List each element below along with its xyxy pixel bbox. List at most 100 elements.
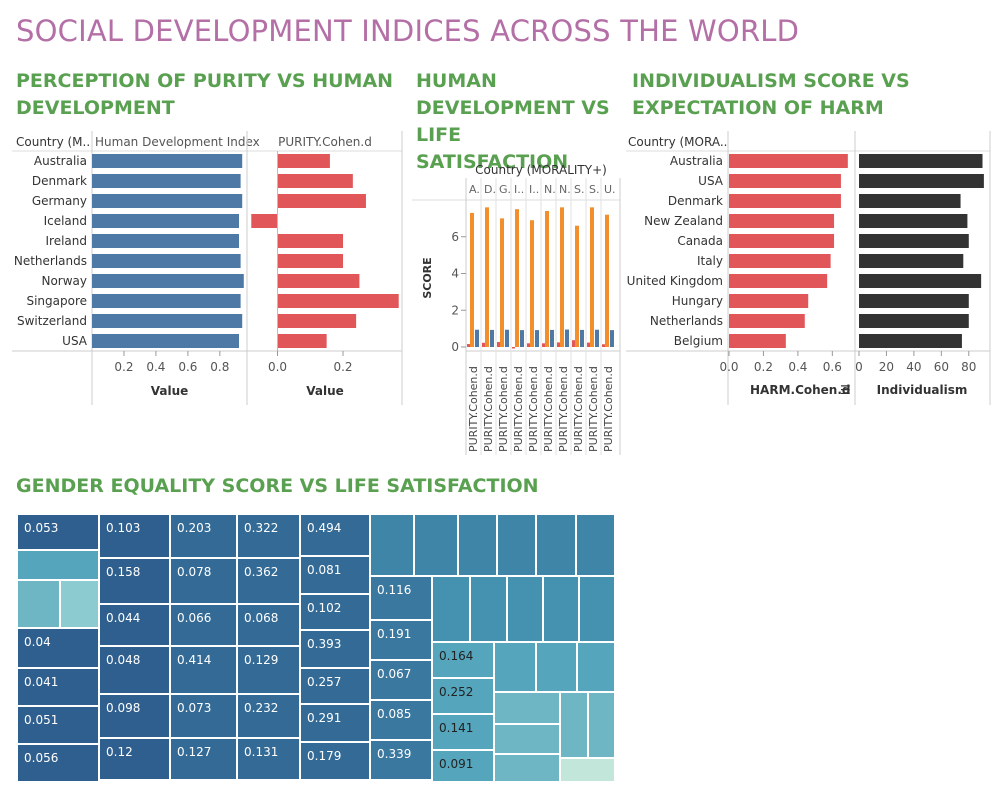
treemap-cell: 0.103 <box>99 514 170 558</box>
hdi-bar <box>92 194 243 208</box>
hd-bottom-label: PURITY.Cohen.d <box>557 366 570 452</box>
life-satisfaction-bar <box>590 207 594 347</box>
indiv-row-label: United Kingdom <box>627 274 723 288</box>
treemap-cell-unlabeled <box>536 642 577 692</box>
purity-row-label: Netherlands <box>14 254 87 268</box>
hd-col-label: N. <box>544 183 556 196</box>
treemap-cell: 0.066 <box>170 604 237 646</box>
treemap-cell: 0.12 <box>99 738 170 780</box>
indiv-row-label: Denmark <box>668 194 723 208</box>
purity-row-label: Norway <box>41 274 87 288</box>
treemap-cell: 0.053 <box>17 514 99 550</box>
life-satisfaction-bar <box>560 207 564 347</box>
hd-col-label: I.. <box>529 183 539 196</box>
treemap-cell: 0.141 <box>432 714 494 750</box>
treemap-cell: 0.164 <box>432 642 494 678</box>
treemap-cell-unlabeled <box>579 576 615 642</box>
treemap-cell-unlabeled <box>507 576 543 642</box>
hdi-bar <box>92 154 243 168</box>
hdi-bar <box>92 254 241 268</box>
indiv-row-label: USA <box>698 174 724 188</box>
harm-tick-label: 0.4 <box>788 360 807 374</box>
purity-bar <box>542 343 545 347</box>
purity-axis2-label: Value <box>306 384 344 398</box>
treemap-cell: 0.098 <box>99 694 170 738</box>
treemap-cell-unlabeled <box>60 580 99 628</box>
harm-bar <box>729 254 831 268</box>
hdi-bar <box>580 329 584 347</box>
sort-icon[interactable]: ☰ <box>840 383 851 397</box>
treemap-cell: 0.056 <box>17 744 99 782</box>
indiv-chart: Australia USA Denmark New Zealand Canada Ital… <box>626 131 991 405</box>
individualism-bar <box>859 314 969 328</box>
treemap-cell: 0.362 <box>237 558 300 604</box>
purity-row-label: USA <box>62 334 88 348</box>
hd-bottom-label: PURITY.Cohen.d <box>467 366 480 452</box>
purity-bar <box>277 154 330 168</box>
purity-bar <box>277 254 344 268</box>
treemap-cell-unlabeled <box>494 692 560 724</box>
life-satisfaction-bar <box>470 212 474 347</box>
purity-row-label: Singapore <box>26 294 87 308</box>
treemap-cell-unlabeled <box>17 550 99 580</box>
purity-row-label: Germany <box>32 194 87 208</box>
hd-bottom-label: PURITY.Cohen.d <box>587 366 600 452</box>
treemap-cell: 0.073 <box>170 694 237 738</box>
hdi-bar <box>505 329 509 347</box>
treemap-cell-unlabeled <box>497 514 536 576</box>
treemap-cell: 0.322 <box>237 514 300 558</box>
life-satisfaction-bar <box>515 209 519 347</box>
treemap-cell: 0.068 <box>237 604 300 646</box>
treemap-cell: 0.051 <box>17 706 99 744</box>
individualism-bar <box>859 334 962 348</box>
individualism-bar <box>859 294 969 308</box>
hd-bottom-label: PURITY.Cohen.d <box>482 366 495 452</box>
hd-life-chart: SCORE 0 2 4 6 A. PURITY.Cohen.d D. PURITY.Cohen.… <box>412 178 621 455</box>
treemap-cell-unlabeled <box>588 692 615 758</box>
treemap-cell-unlabeled <box>17 580 60 628</box>
treemap-cell: 0.203 <box>170 514 237 558</box>
purity-bar <box>277 194 366 208</box>
hdi-tick-label: 0.6 <box>178 360 197 374</box>
purity-bar <box>277 314 357 328</box>
individualism-tick-label: 60 <box>934 360 949 374</box>
treemap-cell: 0.339 <box>370 740 432 780</box>
purity-col1-header: Human Development Index <box>95 135 260 149</box>
purity-row-header: Country (M.. <box>16 135 91 149</box>
hdi-bar <box>92 174 241 188</box>
hdi-bar <box>92 314 243 328</box>
individualism-bar <box>859 234 969 248</box>
treemap-cell: 0.252 <box>432 678 494 714</box>
hdi-bar <box>535 330 539 347</box>
treemap-cell: 0.04 <box>17 628 99 668</box>
harm-bar <box>729 314 805 328</box>
treemap-cell-unlabeled <box>494 642 536 692</box>
hdi-bar <box>92 294 241 308</box>
life-satisfaction-bar <box>500 218 504 347</box>
treemap-cell: 0.127 <box>170 738 237 780</box>
individualism-tick-label: 80 <box>961 360 976 374</box>
purity-bar <box>467 344 470 347</box>
individualism-bar <box>859 174 984 188</box>
hdi-bar <box>490 329 494 347</box>
indiv-row-label: Australia <box>670 154 723 168</box>
purity-row-label: Switzerland <box>17 314 87 328</box>
individualism-tick-label: 40 <box>906 360 921 374</box>
indiv-row-label: Canada <box>677 234 723 248</box>
treemap-cell: 0.044 <box>99 604 170 646</box>
treemap-cell-unlabeled <box>494 724 560 754</box>
treemap-cell: 0.291 <box>300 704 370 742</box>
hdi-bar <box>92 334 240 348</box>
hdi-bar <box>565 329 569 347</box>
harm-bar <box>729 174 841 188</box>
treemap-cell: 0.393 <box>300 630 370 668</box>
purity-bar <box>512 347 515 349</box>
treemap-cell-unlabeled <box>576 514 615 576</box>
treemap-cell-unlabeled <box>370 514 414 576</box>
life-satisfaction-bar <box>605 214 609 347</box>
life-satisfaction-bar <box>545 211 549 347</box>
hd-ytick-label: 6 <box>451 230 459 244</box>
indiv-axis2-label: Individualism <box>876 383 968 397</box>
purity-axis1-label: Value <box>150 384 189 398</box>
individualism-bar <box>859 254 964 268</box>
